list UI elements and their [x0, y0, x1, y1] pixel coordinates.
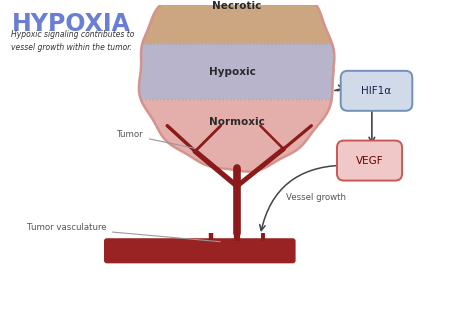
Polygon shape — [139, 0, 334, 171]
Text: Tumor: Tumor — [118, 130, 195, 148]
Text: Vessel growth: Vessel growth — [286, 193, 346, 202]
Polygon shape — [74, 44, 400, 99]
Text: Necrotic: Necrotic — [212, 1, 262, 11]
Text: HYPOXIA: HYPOXIA — [11, 12, 130, 36]
Text: Tumor vasculature: Tumor vasculature — [27, 223, 220, 242]
Polygon shape — [139, 0, 334, 171]
FancyBboxPatch shape — [337, 141, 402, 181]
FancyBboxPatch shape — [104, 238, 296, 263]
Polygon shape — [74, 0, 400, 44]
Polygon shape — [74, 99, 400, 233]
Text: Hypoxic signaling contributes to
vessel growth within the tumor.: Hypoxic signaling contributes to vessel … — [11, 30, 135, 52]
FancyBboxPatch shape — [341, 71, 412, 111]
Text: Hypoxic: Hypoxic — [209, 67, 256, 76]
Text: VEGF: VEGF — [356, 156, 383, 166]
Polygon shape — [139, 0, 334, 171]
Text: HIF1α: HIF1α — [362, 86, 392, 96]
Text: Normoxic: Normoxic — [209, 117, 265, 126]
Polygon shape — [139, 0, 334, 171]
